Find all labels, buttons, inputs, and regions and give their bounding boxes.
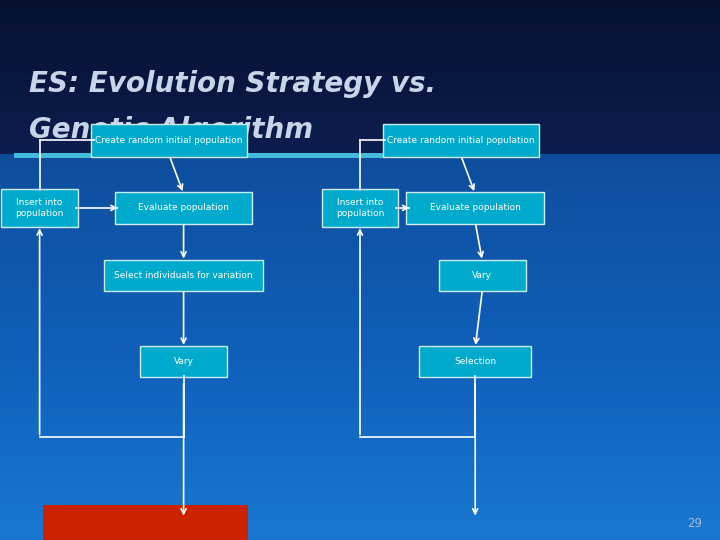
- FancyBboxPatch shape: [322, 188, 398, 227]
- FancyBboxPatch shape: [140, 346, 228, 377]
- FancyBboxPatch shape: [1, 188, 78, 227]
- FancyBboxPatch shape: [419, 346, 531, 377]
- FancyBboxPatch shape: [104, 260, 264, 291]
- Text: Vary: Vary: [472, 271, 492, 280]
- FancyBboxPatch shape: [0, 0, 720, 154]
- Text: Genetic Algorithm: Genetic Algorithm: [29, 116, 313, 144]
- Text: Insert into
population: Insert into population: [15, 198, 64, 218]
- FancyBboxPatch shape: [406, 192, 544, 224]
- Text: Insert into
population: Insert into population: [336, 198, 384, 218]
- FancyBboxPatch shape: [14, 153, 389, 158]
- Text: Create random initial population: Create random initial population: [387, 136, 534, 145]
- FancyBboxPatch shape: [439, 260, 526, 291]
- FancyBboxPatch shape: [115, 192, 253, 224]
- Text: Vary: Vary: [174, 357, 194, 366]
- FancyBboxPatch shape: [91, 124, 247, 157]
- Text: Select individuals for variation: Select individuals for variation: [114, 271, 253, 280]
- Text: 29: 29: [687, 517, 702, 530]
- FancyBboxPatch shape: [383, 124, 539, 157]
- FancyBboxPatch shape: [43, 505, 248, 540]
- Text: ES: Evolution Strategy vs.: ES: Evolution Strategy vs.: [29, 70, 436, 98]
- Text: Selection: Selection: [454, 357, 496, 366]
- Text: Evaluate population: Evaluate population: [430, 204, 521, 212]
- Text: Create random initial population: Create random initial population: [96, 136, 243, 145]
- Text: Evaluate population: Evaluate population: [138, 204, 229, 212]
